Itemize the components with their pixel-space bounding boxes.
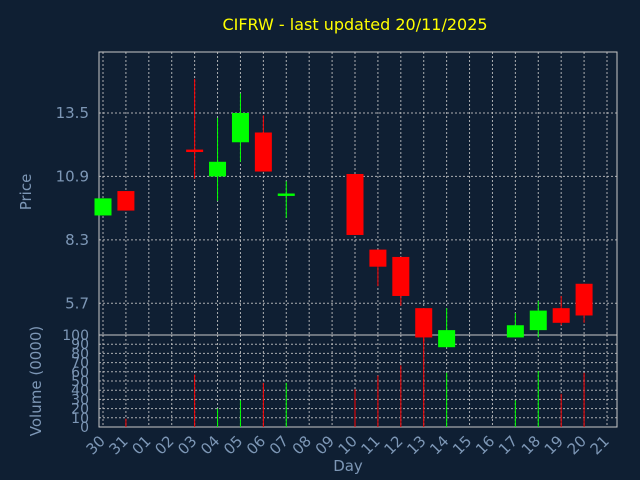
volume-tick-label: 100 bbox=[62, 328, 89, 344]
candle-body bbox=[392, 256, 410, 296]
price-axis-ticks: 13.5 10.9 8.3 5.7 bbox=[56, 104, 89, 312]
candle-body bbox=[277, 193, 295, 196]
volume-tick-label: 20 bbox=[71, 402, 89, 418]
price-tick-label: 5.7 bbox=[65, 294, 89, 312]
volume-axis-label: Volume (0000) bbox=[27, 326, 45, 436]
volume-tick-label: 60 bbox=[71, 365, 89, 381]
candle-body bbox=[117, 191, 135, 211]
chart-title: CIFRW - last updated 20/11/2025 bbox=[222, 15, 487, 34]
volume-tick-label: 90 bbox=[71, 337, 89, 353]
volume-tick-label: 40 bbox=[71, 383, 89, 399]
candle-body bbox=[529, 310, 547, 331]
candle-body bbox=[506, 325, 524, 338]
price-grid bbox=[99, 52, 617, 335]
candle-body bbox=[552, 308, 570, 323]
candle-body bbox=[438, 330, 456, 348]
candle-body bbox=[186, 149, 204, 153]
candle-body bbox=[254, 132, 272, 172]
price-tick-label: 13.5 bbox=[56, 104, 89, 122]
volume-tick-label: 10 bbox=[71, 411, 89, 427]
candle-body bbox=[209, 161, 227, 177]
volume-tick-label: 50 bbox=[71, 374, 89, 390]
x-axis-ticks: 3031010203040506070809101112131415161718… bbox=[83, 432, 613, 458]
candle-body bbox=[575, 283, 593, 316]
x-tick-label: 21 bbox=[587, 432, 613, 458]
volume-panel-frame bbox=[98, 334, 618, 428]
candle-body bbox=[346, 173, 364, 235]
x-axis-label: Day bbox=[333, 457, 363, 475]
volume-grid bbox=[99, 334, 617, 428]
volume-tick-label: 70 bbox=[71, 356, 89, 372]
candle-body bbox=[231, 112, 249, 143]
volume-tick-label: 30 bbox=[71, 392, 89, 408]
volume-tick-label: 80 bbox=[71, 346, 89, 362]
price-axis-label: Price bbox=[17, 174, 35, 211]
volume-bars bbox=[125, 337, 585, 427]
candle-body bbox=[94, 198, 112, 216]
price-tick-label: 10.9 bbox=[56, 167, 89, 185]
candle-body bbox=[369, 249, 387, 267]
price-candles bbox=[94, 78, 593, 348]
volume-tick-label: 0 bbox=[80, 420, 89, 436]
price-tick-label: 8.3 bbox=[65, 231, 89, 249]
candle-body bbox=[415, 308, 433, 338]
